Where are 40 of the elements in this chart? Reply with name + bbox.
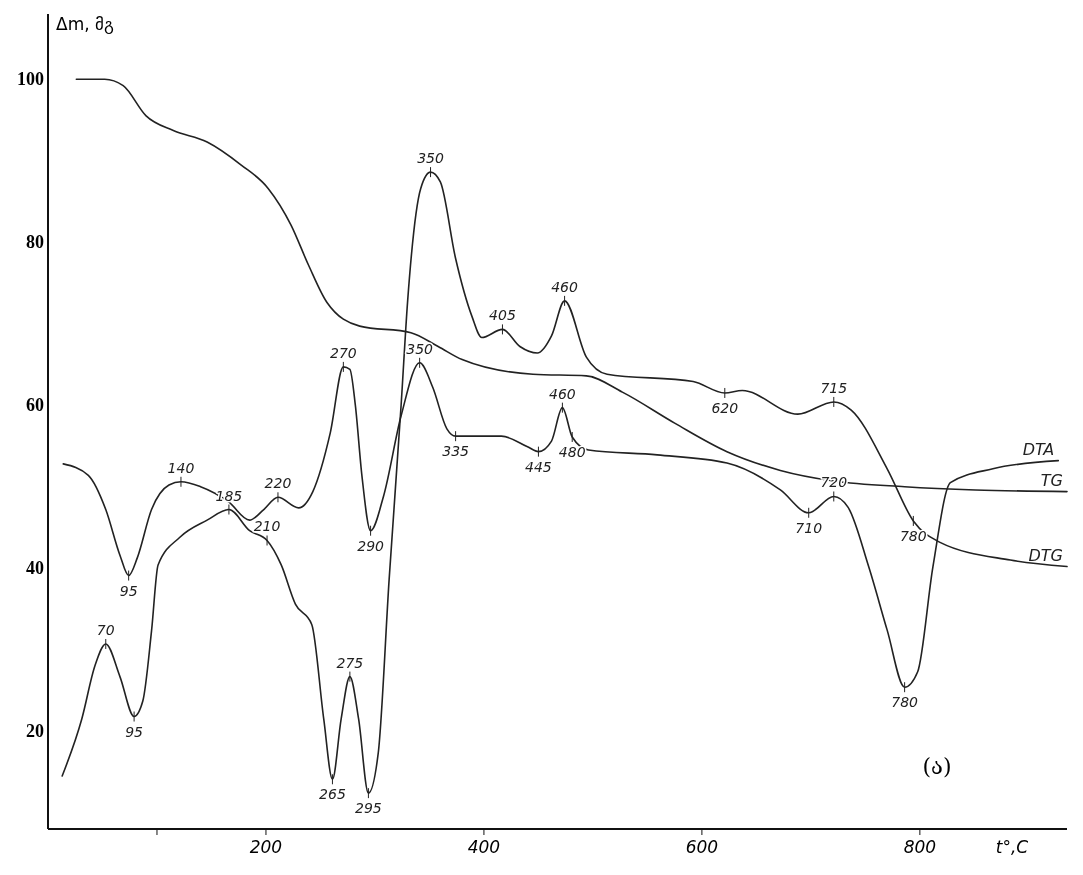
y-tick-label: 40 [26,558,44,579]
annotation: 350 [406,340,434,357]
y-axis-title: Δm, მგ [56,14,114,34]
series-label: DTA [1022,439,1055,459]
y-tick-label: 20 [26,721,44,742]
annotation: 460 [549,385,576,402]
annotation: 460 [551,278,579,295]
annotation: 710 [795,519,823,536]
annotation: 275 [336,654,364,671]
annotation: 210 [253,518,281,535]
annotation: 350 [417,150,444,167]
annotation: 780 [899,527,927,544]
y-tick-label: 100 [17,69,44,90]
annotation: 780 [891,694,919,711]
annotation: 95 [119,582,138,599]
annotation: 265 [319,786,346,803]
annotation: 290 [357,537,385,554]
series-label: DTG [1028,545,1063,565]
annotation: 95 [125,723,144,740]
x-tick-label: 200 [249,837,283,857]
annotation: (ა) [922,754,952,779]
annotation: 220 [264,475,292,492]
annotation: 620 [711,399,739,416]
annotation: 715 [820,379,848,396]
annotation: 335 [442,443,470,460]
annotation: 185 [215,487,243,504]
x-axis-title: t°,C [995,837,1029,857]
annotation: 405 [489,307,516,324]
x-tick-label: 800 [903,837,937,857]
annotation: 445 [525,458,552,475]
annotation: 480 [558,443,586,460]
annotation: 295 [355,800,382,817]
annotation: 140 [167,459,195,476]
annotation: 270 [329,344,357,361]
y-tick-label: 80 [26,232,44,253]
y-tick-label: 60 [26,395,44,416]
x-tick-label: 400 [467,837,501,857]
annotation: 70 [96,621,115,638]
x-tick-label: 600 [685,837,719,857]
series-label: TG [1040,470,1063,490]
